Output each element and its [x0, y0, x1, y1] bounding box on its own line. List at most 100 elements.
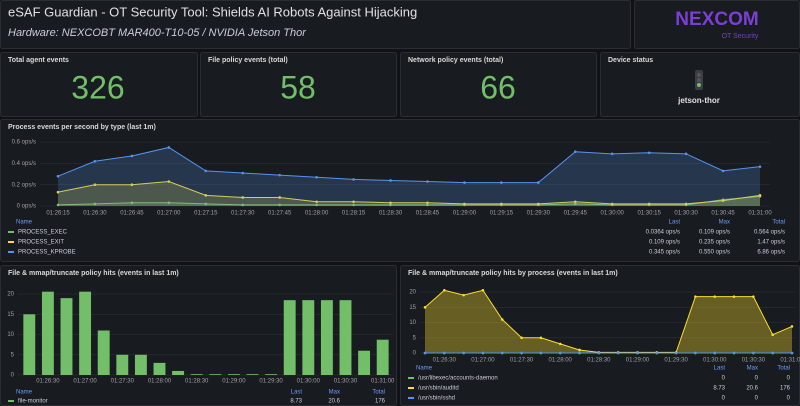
legend-name: /usr/sbin/sshd: [418, 396, 455, 402]
point: [204, 194, 208, 197]
legend-header: Last: [714, 366, 726, 372]
panel-title: File policy events (total): [208, 57, 288, 64]
legend-total: 176: [780, 386, 791, 392]
point: [241, 203, 245, 207]
x-tick-label: 01:27:30: [510, 358, 534, 364]
legend-header: Last: [669, 220, 681, 226]
point: [278, 196, 281, 199]
x-tick-label: 01:26:30: [83, 211, 107, 217]
x-tick-label: 01:29:30: [527, 211, 551, 217]
legend-total: 0: [787, 376, 791, 382]
point: [539, 336, 543, 340]
point: [597, 351, 601, 355]
legend-header: Total: [772, 220, 785, 226]
legend-max: 20.6: [328, 399, 340, 405]
point: [241, 171, 245, 175]
point: [56, 190, 60, 194]
point: [481, 351, 485, 355]
point: [389, 179, 392, 182]
stat-value: 66: [480, 69, 516, 105]
x-tick-label: 01:29:00: [626, 358, 650, 364]
stat-value: 58: [280, 69, 316, 105]
point: [713, 295, 717, 298]
panel-title: File & mmap/truncate policy hits by proc…: [408, 270, 618, 277]
x-tick-label: 01:26:30: [36, 379, 60, 385]
bar: [339, 300, 352, 375]
light: [697, 78, 701, 82]
point: [463, 202, 466, 206]
bar: [190, 374, 203, 375]
point: [204, 202, 208, 206]
point: [278, 203, 281, 207]
stat-panel: [0, 52, 198, 117]
x-tick-label: 01:27:30: [111, 379, 135, 385]
y-tick-label: 5: [11, 352, 15, 358]
area: [425, 290, 792, 353]
point: [752, 295, 755, 298]
point: [684, 152, 688, 156]
legend-last: 0.109 ops/s: [649, 240, 680, 246]
stat-panel: [400, 52, 597, 117]
legend-max: 0: [755, 376, 759, 382]
point: [426, 201, 429, 205]
legend-name: PROCESS_KPROBE: [18, 250, 76, 256]
point: [771, 351, 774, 355]
legend-total: 1.47 ops/s: [757, 240, 785, 246]
x-tick-label: 01:30:45: [711, 211, 735, 217]
point: [610, 202, 614, 206]
x-tick-label: 01:31:00: [748, 211, 772, 217]
bar: [79, 291, 92, 375]
x-tick-label: 01:29:00: [453, 211, 477, 217]
panel-title: Device status: [608, 57, 653, 64]
point: [752, 351, 755, 355]
x-tick-label: 01:30:30: [674, 211, 698, 217]
point: [578, 348, 581, 352]
point: [520, 351, 523, 355]
point: [130, 201, 134, 205]
bar: [246, 374, 259, 375]
point: [537, 202, 540, 206]
point: [520, 336, 523, 340]
panel-title: File & mmap/truncate policy hits (events…: [8, 270, 179, 277]
area: [58, 181, 760, 206]
bar: [41, 291, 54, 375]
status-light: [695, 70, 703, 90]
legend-name: /usr/sbin/auditd: [418, 386, 459, 392]
y-tick-label: 10: [409, 320, 416, 326]
legend-last: 0: [722, 376, 726, 382]
light: [697, 83, 701, 87]
x-tick-label: 01:29:15: [490, 211, 514, 217]
logo: NEXCOM: [675, 9, 758, 30]
x-tick-label: 01:27:15: [194, 211, 218, 217]
device-name: jetson-thor: [677, 96, 720, 105]
point: [352, 200, 355, 204]
x-tick-label: 01:31:00: [780, 358, 800, 364]
legend-max: 20.6: [746, 386, 758, 392]
bar: [320, 300, 333, 375]
legend-header: Max: [719, 220, 730, 226]
legend-name: PROCESS_EXIT: [18, 240, 64, 246]
legend-name: file-monitor: [18, 399, 48, 405]
point: [721, 199, 725, 202]
x-tick-label: 01:26:15: [46, 211, 70, 217]
bar: [265, 374, 278, 375]
point: [758, 194, 762, 197]
x-tick-label: 01:26:45: [120, 211, 144, 217]
x-tick-label: 01:28:45: [416, 211, 440, 217]
point: [558, 342, 562, 346]
legend-name: PROCESS_EXEC: [18, 230, 68, 236]
legend-header: Total: [372, 390, 385, 396]
point: [423, 351, 427, 355]
area: [58, 147, 760, 206]
x-tick-label: 01:29:45: [564, 211, 588, 217]
page-title: eSAF Guardian - OT Security Tool: Shield…: [8, 4, 417, 19]
x-tick-label: 01:31:00: [371, 379, 395, 385]
point: [315, 203, 318, 207]
x-tick-label: 01:30:00: [297, 379, 321, 385]
y-tick-label: 0.4 ops/s: [12, 161, 36, 167]
stat-value: 326: [71, 69, 124, 105]
x-tick-label: 01:29:30: [664, 358, 688, 364]
point: [167, 201, 171, 205]
legend-header: Name: [416, 366, 433, 372]
